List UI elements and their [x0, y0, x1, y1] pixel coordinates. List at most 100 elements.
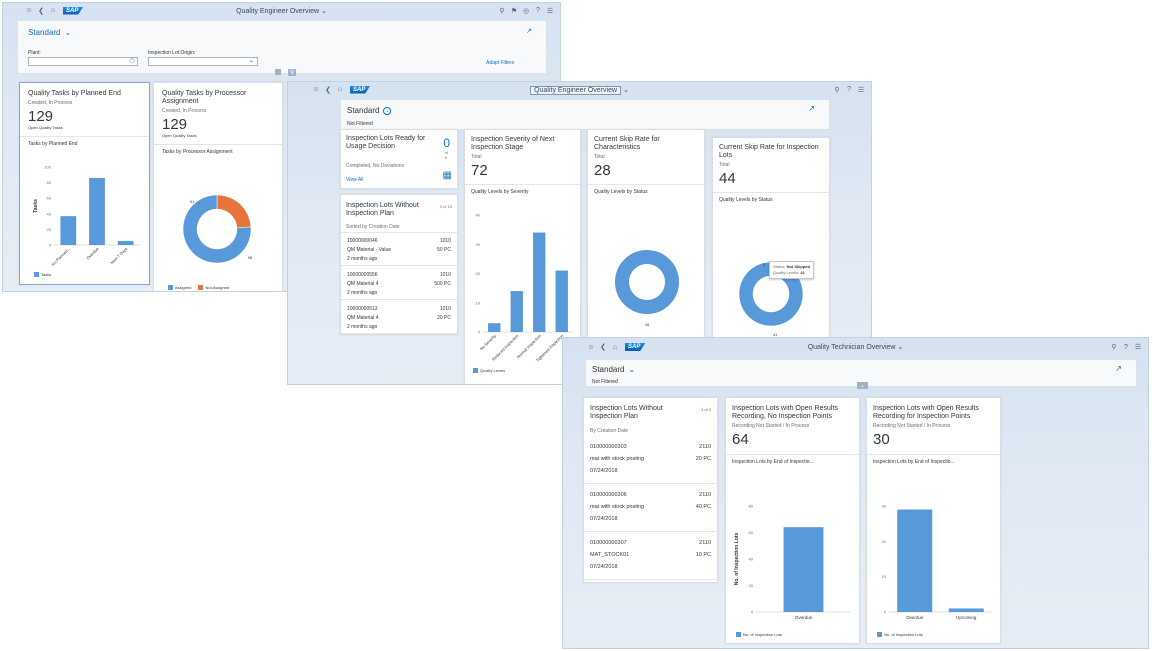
card-title: Inspection Lots with Open Results Record… — [873, 405, 979, 420]
divider — [867, 454, 1000, 455]
card-lots-without-plan[interactable]: Inspection Lots Without Inspection Plan … — [583, 397, 718, 583]
origin-select[interactable]: ⌄ — [148, 57, 258, 66]
card-subtitle: Created, In Process — [162, 108, 207, 114]
list-item[interactable]: 010000000303 2110 mat with stock posting 20… — [584, 436, 717, 484]
item-line: 10000000513 1010 — [347, 305, 451, 314]
home-icon[interactable]: ⌂ — [50, 7, 56, 14]
item-line: mat with stock posting 20 PC — [590, 453, 711, 465]
app-title-text: Quality Engineer Overview — [236, 7, 320, 15]
back-icon[interactable]: ❮ — [600, 344, 606, 351]
y-tick-label: 0 — [49, 243, 52, 248]
notification-icon[interactable]: ⚑ — [510, 7, 518, 15]
list-item[interactable]: 10000000513 1010 QM Material 4 20 PC 2 month… — [341, 300, 457, 334]
help-icon[interactable]: ? — [536, 7, 540, 14]
card-subtitle: Total — [594, 154, 605, 160]
back-icon[interactable]: ❮ — [38, 7, 44, 15]
card-tasks-by-processor[interactable]: Quality Tasks by Processor Assignment Cr… — [153, 82, 283, 291]
item-line: 07/24/2018 — [590, 465, 711, 477]
help-icon[interactable]: ? — [847, 86, 851, 93]
filter-state: Not Filtered — [347, 121, 373, 127]
sap-logo: SAP — [63, 6, 84, 15]
share-icon[interactable]: ↗ — [1115, 364, 1122, 373]
item-id: 10000000556 — [347, 272, 378, 278]
y-tick-label: 0 — [478, 330, 481, 335]
view-all-link[interactable]: View All — [346, 177, 364, 183]
user-icon[interactable]: ☺ — [587, 343, 595, 351]
legend-swatch — [473, 368, 478, 373]
y-tick-label: 0 — [884, 610, 887, 615]
x-tick-label: Upcoming — [956, 615, 977, 620]
shell-bar: ☺ ❮ ⌂ SAP Quality Engineer Overview ⌄ ⚲ … — [3, 3, 560, 18]
card-lots-without-plan[interactable]: Inspection Lots Without Inspection Plan … — [340, 194, 458, 335]
adapt-filters-link[interactable]: Adapt Filters — [486, 60, 515, 66]
x-tick-label: No Planned... — [50, 246, 71, 267]
share-icon[interactable]: ↗ — [526, 28, 532, 35]
y-tick-label: 40 — [476, 213, 481, 218]
item-line: QM Material 4 500 PC — [347, 280, 451, 289]
menu-icon[interactable]: ☰ — [1134, 344, 1142, 351]
card-severity[interactable]: Inspection Severity of Next Inspection S… — [464, 129, 581, 384]
card-open-results-ip[interactable]: Inspection Lots with Open Results Record… — [866, 397, 1001, 644]
search-icon[interactable]: ⚲ — [834, 86, 840, 94]
x-tick-label: Overdue — [795, 615, 813, 620]
item-line: 010000000306 2110 — [590, 489, 711, 501]
user-icon[interactable]: ☺ — [312, 86, 320, 93]
app-title[interactable]: Quality Technician Overview ⌄ — [807, 344, 904, 351]
pin-header-icon[interactable]: ⚲ — [288, 69, 297, 76]
share-icon[interactable]: ↗ — [808, 104, 815, 113]
card-title: Inspection Lots Without Inspection Plan — [346, 202, 419, 217]
home-icon[interactable]: ⌂ — [612, 343, 618, 351]
copilot-icon[interactable]: ◎ — [522, 7, 530, 15]
shell-bar: ☺ ❮ ⌂ SAP Quality Technician Overview ⌄ … — [563, 338, 1148, 356]
help-icon[interactable]: ? — [1124, 343, 1128, 351]
divider — [20, 136, 149, 137]
legend-label: Assigned — [175, 285, 192, 290]
chevron-down-icon: ⌄ — [248, 58, 254, 64]
kpi-value: 129 — [162, 116, 188, 133]
list-item[interactable]: 010000000306 2110 mat with stock posting 40… — [584, 484, 717, 532]
data-label: 3 — [763, 262, 766, 267]
donut-slice — [615, 250, 679, 314]
user-icon[interactable]: ☺ — [25, 7, 33, 14]
legend-swatch — [877, 632, 882, 637]
card-open-results-no-ip[interactable]: Inspection Lots with Open Results Record… — [725, 397, 860, 644]
y-tick-label: 10 — [882, 574, 887, 579]
card-tasks-by-planned-end[interactable]: Quality Tasks by Planned End Created, In… — [19, 82, 150, 285]
plant-input[interactable]: ◯ — [28, 57, 138, 66]
home-icon[interactable]: ⌂ — [337, 86, 343, 93]
collapse-header-icon[interactable]: ˆ — [275, 69, 281, 75]
bar-chart-open-ip: 30 20 10 0 Overdue Upcoming — [882, 504, 992, 620]
menu-icon[interactable]: ☰ — [546, 7, 554, 15]
list-item[interactable]: 10000000046 1010 QM Material - Value 50 PC 2… — [341, 232, 457, 266]
collapse-header-icon[interactable]: ⌄ — [857, 382, 869, 389]
card-subtitle: Total — [471, 154, 482, 160]
item-material: MAT_STOCK01 — [590, 552, 630, 558]
chart-title: Quality Levels by Status — [594, 189, 648, 195]
item-material: mat with stock posting — [590, 504, 645, 510]
back-icon[interactable]: ❮ — [325, 86, 331, 94]
search-icon[interactable]: ⚲ — [499, 7, 505, 15]
list-item[interactable]: 010000000307 2110 MAT_STOCK01 10 PC 07/24/20… — [584, 532, 717, 580]
list-item[interactable]: 10000000556 1010 QM Material 4 500 PC 2 mont… — [341, 266, 457, 300]
divider — [726, 454, 859, 455]
chart-legend: Assigned Not Assigned — [168, 285, 229, 290]
value-help-icon[interactable]: ◯ — [129, 58, 135, 64]
card-title: Inspection Severity of Next Inspection S… — [471, 136, 555, 151]
count-total: 0 — [444, 155, 447, 160]
item-quantity: 10 PC — [695, 552, 711, 558]
legend-label: Quality Levels — [480, 368, 506, 373]
menu-icon[interactable]: ☰ — [857, 86, 865, 94]
item-id: 010000000307 — [590, 540, 627, 546]
variant-selector[interactable]: Standard ⌄ — [347, 106, 392, 115]
card-usage-decision[interactable]: Inspection Lots Ready for Usage Decision… — [340, 129, 458, 189]
card-title: Inspection Lots Ready for Usage Decision — [346, 135, 426, 150]
app-title[interactable]: Quality Engineer Overview ⌄ — [288, 85, 871, 95]
bar-chart-open-no-ip: 80 60 40 20 0 Overdue No. of Inspection Lots — [734, 504, 851, 620]
card-title: Inspection Lots Without Inspection Plan — [590, 405, 663, 420]
variant-selector[interactable]: Standard ⌄ — [592, 365, 635, 374]
bar — [783, 527, 824, 612]
variant-selector[interactable]: Standard ⌄ — [28, 28, 71, 37]
search-icon[interactable]: ⚲ — [1111, 344, 1117, 351]
y-tick-label: 20 — [749, 583, 754, 588]
